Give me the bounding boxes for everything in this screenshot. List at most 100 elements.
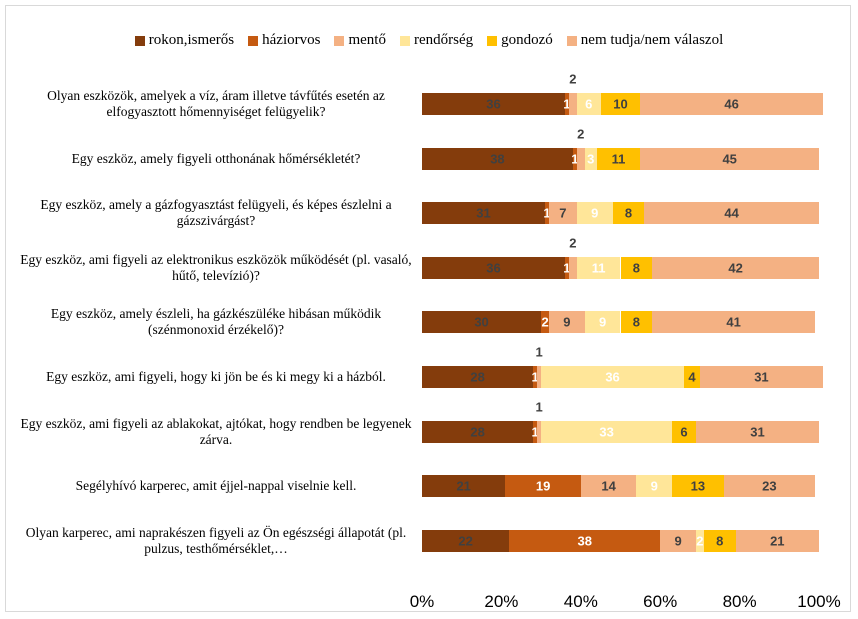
bar-segment — [422, 475, 506, 498]
value-label: 9 — [563, 314, 571, 330]
bar-segment — [568, 256, 577, 279]
value-label: 14 — [601, 478, 616, 494]
bar-segment — [703, 529, 736, 552]
bar-segment — [422, 529, 510, 552]
legend-item: háziorvos — [248, 32, 320, 49]
legend-item: mentő — [334, 32, 386, 49]
value-label: 4 — [688, 369, 696, 385]
value-label: 1 — [535, 399, 543, 415]
category-label: Egy eszköz, ami figyeli az ablakokat, aj… — [20, 415, 412, 447]
legend-swatch — [566, 35, 577, 46]
value-label: 33 — [599, 424, 614, 440]
value-label: 1 — [571, 151, 579, 167]
value-label: 41 — [726, 314, 741, 330]
bar-segment — [422, 256, 565, 279]
value-label: 11 — [591, 260, 606, 276]
value-label: 38 — [490, 151, 505, 167]
bar-segment — [541, 366, 684, 388]
value-label: 9 — [599, 314, 607, 330]
value-label: 11 — [611, 151, 626, 167]
bar-segment — [600, 93, 641, 115]
bar-segment — [549, 311, 585, 334]
value-label: 2 — [569, 71, 577, 87]
value-label: 9 — [591, 205, 599, 221]
legend-label: háziorvos — [262, 32, 321, 48]
value-label: 8 — [632, 314, 640, 330]
value-label: 6 — [585, 96, 593, 112]
bar-segment — [533, 366, 538, 388]
bar-segment — [612, 202, 645, 225]
value-label: 1 — [543, 205, 551, 221]
bar-segment — [584, 311, 621, 334]
bar-segment — [652, 311, 816, 334]
bar-segment — [564, 93, 569, 115]
bar-segment — [576, 256, 621, 279]
bar-segment — [422, 147, 573, 170]
x-tick-label: 80% — [722, 592, 757, 611]
value-label: 7 — [559, 205, 567, 221]
bar-segment — [541, 420, 673, 443]
value-label: 9 — [650, 478, 658, 494]
bar-segment — [422, 366, 534, 388]
category-label: Egy eszköz, ami figyeli, hogy ki jön be … — [46, 369, 386, 384]
legend-label: rendőrség — [413, 32, 474, 48]
category-label: Egy eszköz, amely a gázfogyasztást felüg… — [40, 197, 392, 229]
value-label: 22 — [458, 533, 473, 549]
bar-segment — [695, 529, 704, 552]
value-label: 28 — [470, 369, 485, 385]
value-label: 31 — [476, 205, 491, 221]
value-label: 8 — [632, 260, 640, 276]
bar-segment — [699, 366, 823, 388]
value-label: 1 — [535, 344, 543, 360]
legend-swatch — [399, 35, 410, 46]
bar-segment — [576, 147, 585, 170]
value-label: 31 — [754, 369, 769, 385]
value-label: 8 — [624, 205, 633, 221]
legend: rokon,ismerős háziorvos mentő rendőrség gond… — [0, 32, 858, 49]
x-tick-label: 100% — [797, 592, 841, 611]
value-label: 2 — [577, 126, 585, 142]
bar-segment — [620, 256, 653, 279]
category-label: Egy eszköz, amely észleli, ha gázkészülé… — [50, 306, 382, 338]
legend-swatch — [134, 35, 145, 46]
value-label: 21 — [770, 533, 785, 549]
legend-label: nem tudja/nem válaszol — [580, 32, 724, 48]
legend-label: gondozó — [501, 32, 553, 48]
value-label: 1 — [531, 369, 539, 385]
category-label: Segélyhívó karperec, amit éjjel-nappal v… — [75, 478, 357, 494]
bar-segment — [572, 147, 577, 170]
x-tick-label: 0% — [409, 592, 435, 611]
value-label: 30 — [474, 314, 489, 330]
bar-segment — [640, 93, 823, 115]
value-label: 28 — [470, 424, 485, 440]
bar-segment — [576, 202, 613, 225]
bar-segment — [644, 202, 819, 225]
value-label: 36 — [486, 260, 501, 276]
value-label: 9 — [674, 533, 682, 549]
legend-swatch — [487, 35, 498, 46]
bar-segment — [541, 311, 550, 334]
bar-segment — [549, 202, 577, 225]
value-label: 8 — [716, 533, 724, 549]
value-label: 36 — [486, 96, 501, 112]
bar-segment — [576, 93, 601, 115]
bar-segment — [620, 311, 653, 334]
bar-segment — [564, 256, 569, 279]
bar-segment — [735, 529, 819, 552]
legend-label: rokon,ismerős — [148, 32, 235, 48]
bar-segment — [422, 311, 542, 334]
legend-label: mentő — [348, 32, 386, 48]
x-tick-label: 60% — [643, 592, 678, 611]
value-label: 42 — [728, 260, 743, 276]
value-label: 23 — [762, 478, 777, 494]
bar-segment — [596, 147, 641, 170]
category-label: Olyan eszközök, amelyek a víz, áram ille… — [47, 88, 385, 119]
chart-frame — [5, 5, 851, 612]
value-label: 45 — [722, 151, 737, 167]
legend-swatch — [248, 35, 259, 46]
legend-item: rendőrség — [399, 32, 474, 49]
bar-segment — [584, 147, 597, 170]
bar-segment — [660, 529, 696, 552]
bar-segment — [684, 366, 700, 388]
category-label: Egy eszköz, ami figyeli az elektronikus … — [20, 251, 412, 283]
